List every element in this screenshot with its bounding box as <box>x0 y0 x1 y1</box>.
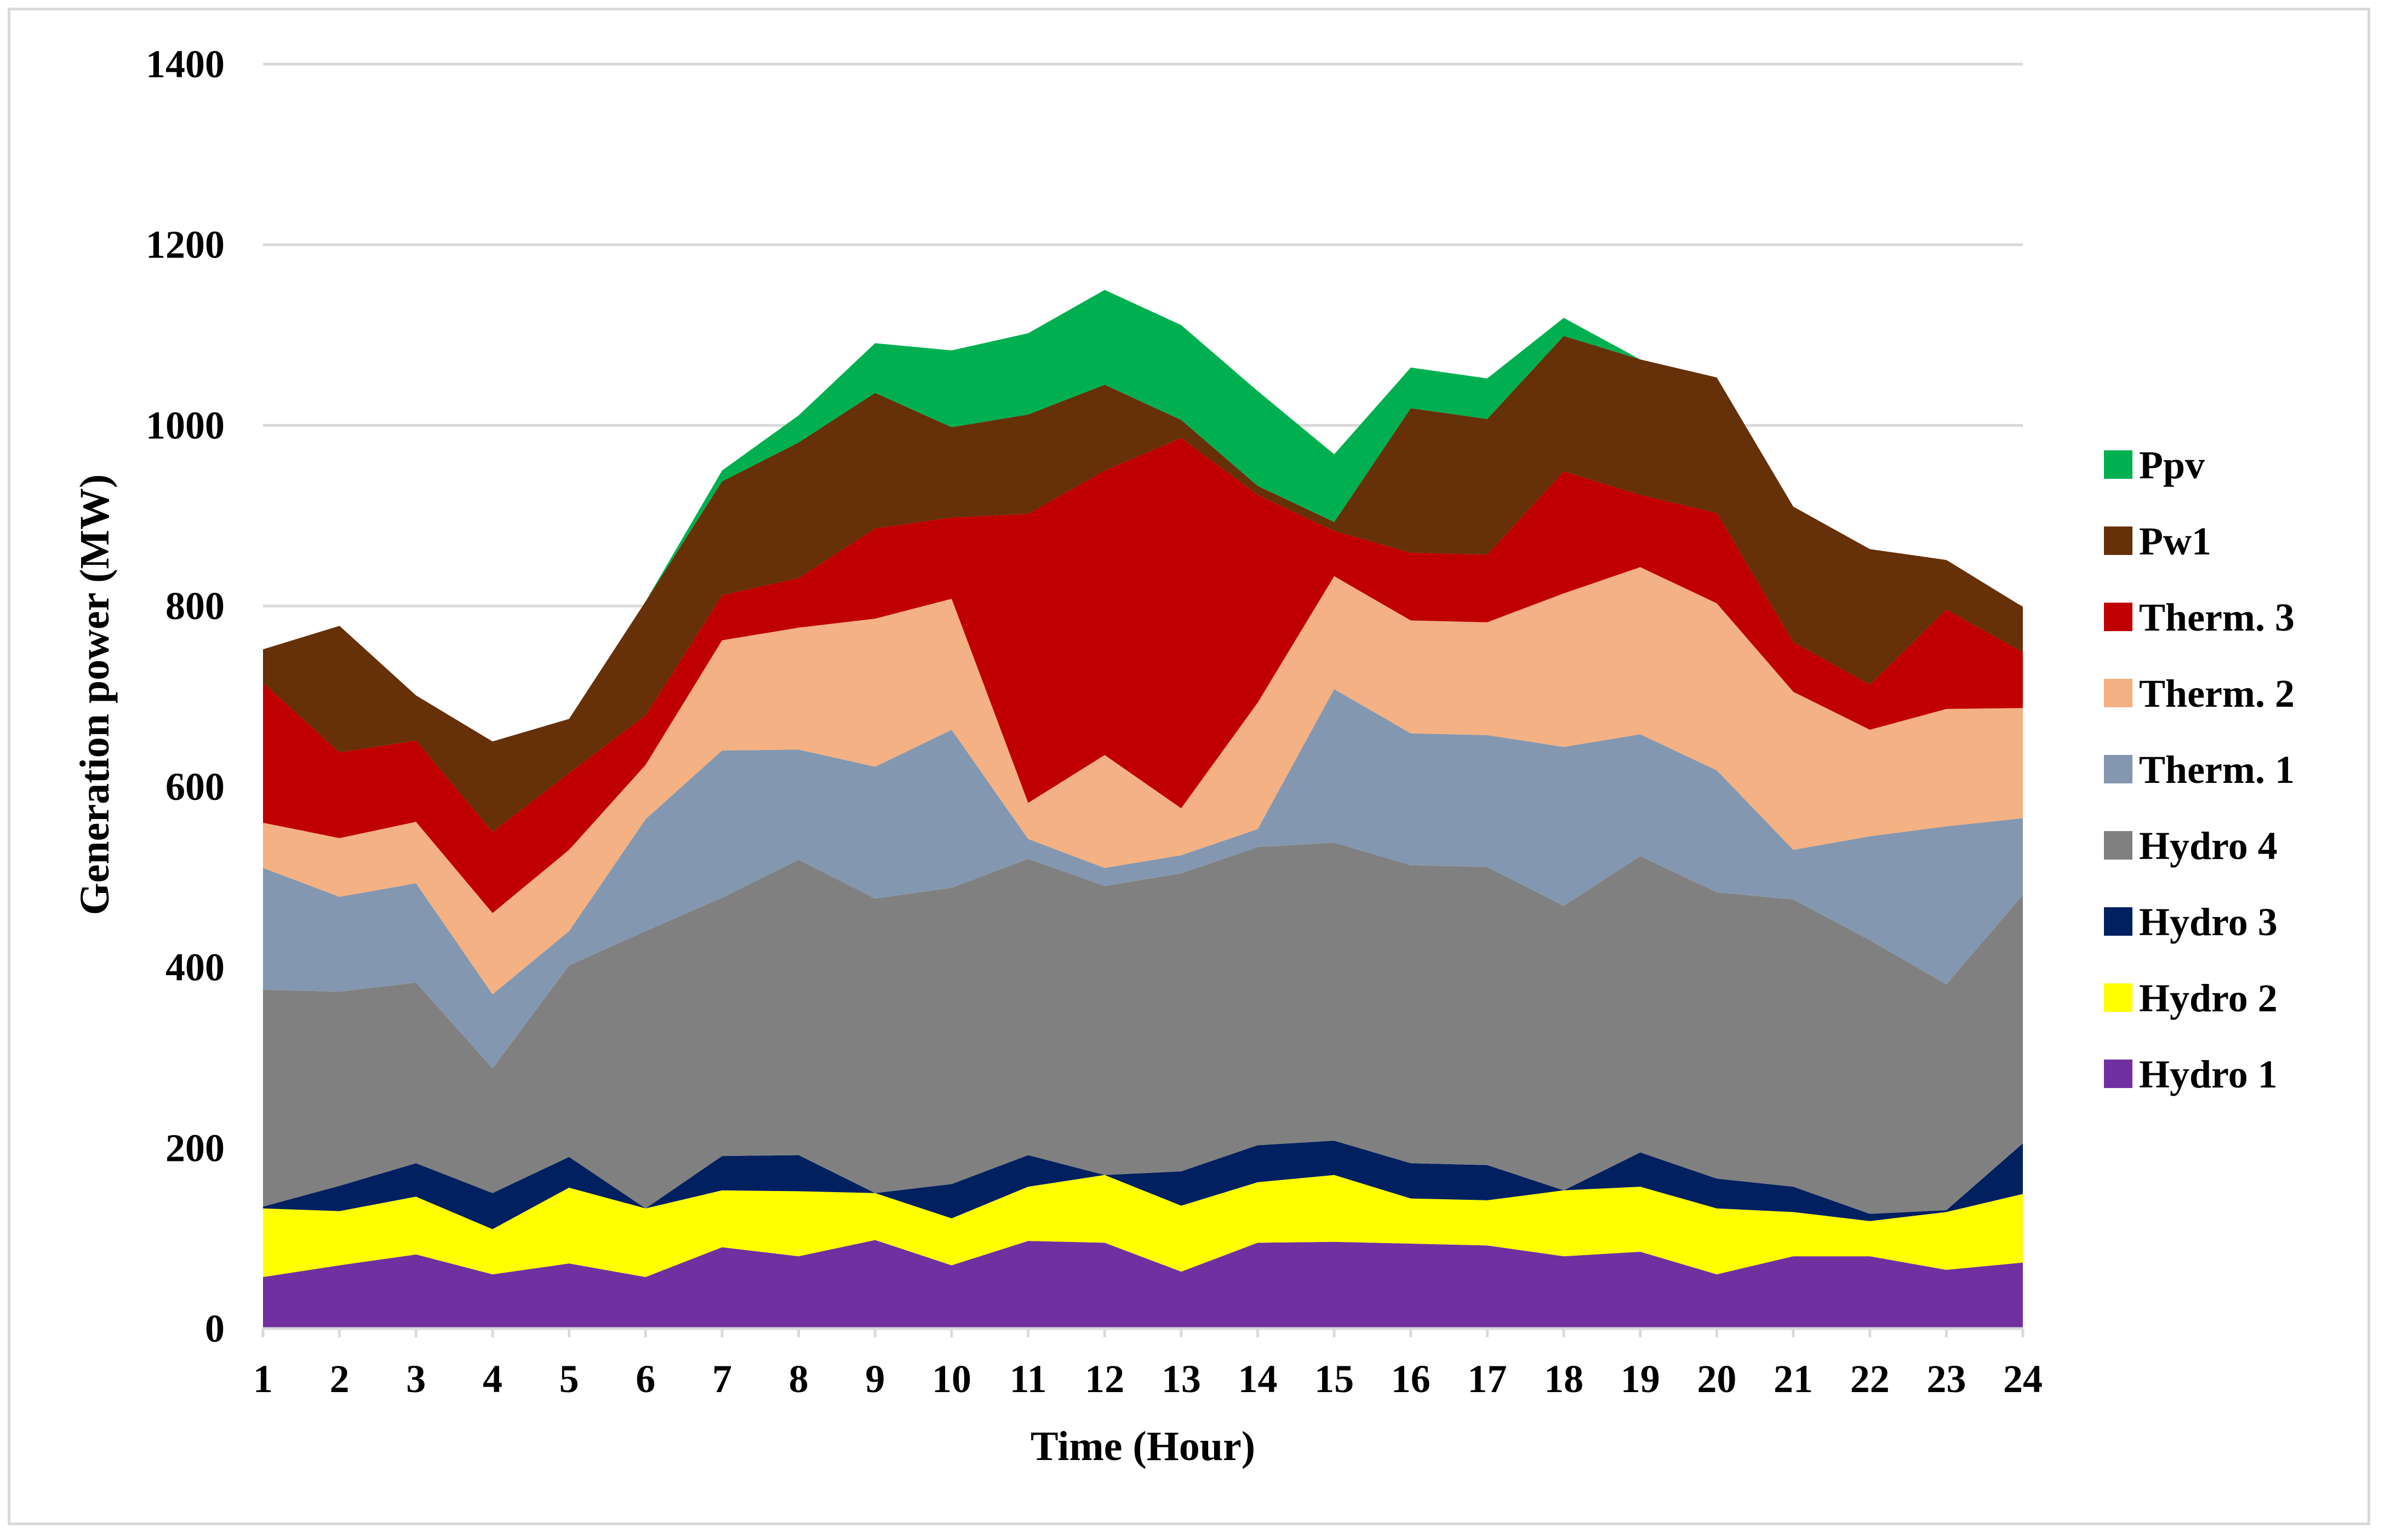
y-axis-title: Generation power (MW) <box>72 474 118 915</box>
x-tick-label: 9 <box>865 1357 885 1401</box>
x-tick-label: 23 <box>1926 1357 1966 1401</box>
x-tick-label: 7 <box>712 1357 732 1401</box>
area-pw1 <box>263 336 2023 832</box>
y-tick-label: 200 <box>165 1126 225 1170</box>
legend-swatch <box>2104 755 2132 783</box>
legend-item-pw1: Pw1 <box>2104 519 2211 563</box>
axes <box>261 1327 2024 1337</box>
legend-label: Therm. 1 <box>2139 748 2295 792</box>
x-tick-label: 19 <box>1621 1357 1660 1401</box>
area-series-group <box>263 290 2023 1329</box>
x-tick-label: 8 <box>789 1357 809 1401</box>
area-hydro-3 <box>263 1141 2023 1229</box>
x-tick-label: 4 <box>483 1357 502 1401</box>
area-therm-1 <box>263 689 2023 1069</box>
x-tick-label: 6 <box>636 1357 655 1401</box>
legend-swatch <box>2104 983 2132 1012</box>
legend-swatch <box>2104 679 2132 707</box>
legend-swatch <box>2104 1060 2132 1088</box>
x-axis-title: Time (Hour) <box>1031 1423 1255 1469</box>
area-therm-2 <box>263 567 2023 995</box>
legend-label: Therm. 3 <box>2139 596 2295 639</box>
x-tick-label: 5 <box>559 1357 579 1401</box>
legend-item-hydro-2: Hydro 2 <box>2104 976 2278 1020</box>
x-tick-label: 15 <box>1314 1357 1354 1401</box>
y-tick-label: 800 <box>165 584 225 628</box>
x-tick-labels: 1 2 3 4 5 6 7 8 9 10 11 12 13 14 15 16 17 18 19 20 21 22 23 24 <box>253 1357 2043 1401</box>
legend-item-hydro-3: Hydro 3 <box>2104 900 2278 944</box>
x-tick-label: 13 <box>1162 1357 1201 1401</box>
x-tick-label: 22 <box>1850 1357 1890 1401</box>
x-tick-label: 12 <box>1085 1357 1124 1401</box>
x-tick-label: 2 <box>330 1357 350 1401</box>
legend-item-hydro-1: Hydro 1 <box>2104 1052 2278 1096</box>
legend-label: Ppv <box>2139 443 2205 487</box>
legend-label: Hydro 1 <box>2139 1052 2278 1096</box>
legend-label: Hydro 4 <box>2139 824 2278 868</box>
x-tick-label: 17 <box>1467 1357 1507 1401</box>
x-tick-label: 14 <box>1238 1357 1277 1401</box>
legend-label: Hydro 3 <box>2139 900 2278 944</box>
x-tick-label: 24 <box>2003 1357 2043 1401</box>
y-tick-label: 1000 <box>146 403 225 447</box>
y-tick-labels: 0 200 400 600 800 1000 1200 1400 <box>146 42 225 1350</box>
x-tick-label: 10 <box>932 1357 971 1401</box>
y-tick-label: 1400 <box>146 42 225 86</box>
legend-label: Therm. 2 <box>2139 672 2295 715</box>
area-hydro-4 <box>263 843 2023 1214</box>
area-hydro-2 <box>263 1175 2023 1278</box>
area-hydro-1 <box>263 1240 2023 1329</box>
legend-swatch <box>2104 526 2132 555</box>
legend-swatch <box>2104 831 2132 860</box>
legend-label: Pw1 <box>2139 519 2211 563</box>
legend-swatch <box>2104 603 2132 631</box>
x-tick-label: 3 <box>406 1357 426 1401</box>
legend: Ppv Pw1 Therm. 3 Therm. 2 Therm. 1 Hydro 4 Hyd… <box>2104 443 2295 1096</box>
x-tick-label: 1 <box>253 1357 273 1401</box>
legend-swatch <box>2104 450 2132 479</box>
area-therm-3 <box>263 438 2023 913</box>
y-tick-label: 400 <box>165 946 225 989</box>
legend-label: Hydro 2 <box>2139 976 2278 1020</box>
y-tick-label: 0 <box>205 1307 225 1350</box>
x-tick-label: 11 <box>1010 1357 1047 1401</box>
x-tick-label: 20 <box>1697 1357 1736 1401</box>
legend-item-therm-3: Therm. 3 <box>2104 596 2295 639</box>
area-ppv <box>263 290 2023 742</box>
x-tick-label: 18 <box>1544 1357 1583 1401</box>
y-tick-label: 1200 <box>146 223 225 267</box>
legend-item-therm-2: Therm. 2 <box>2104 672 2295 715</box>
y-tick-label: 600 <box>165 765 225 809</box>
legend-item-therm-1: Therm. 1 <box>2104 748 2295 792</box>
legend-item-ppv: Ppv <box>2104 443 2205 487</box>
x-tick-label: 21 <box>1774 1357 1813 1401</box>
x-tick-label: 16 <box>1391 1357 1431 1401</box>
legend-swatch <box>2104 907 2132 936</box>
legend-item-hydro-4: Hydro 4 <box>2104 824 2278 868</box>
